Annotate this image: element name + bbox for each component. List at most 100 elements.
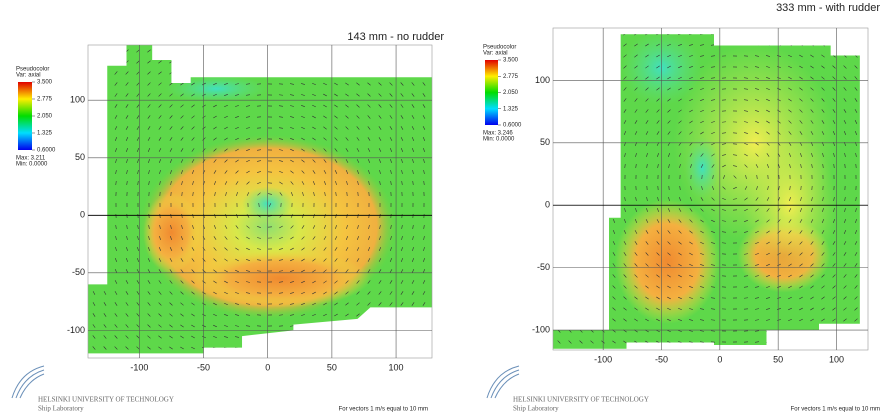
vector — [136, 302, 140, 306]
vector — [635, 163, 637, 169]
vector — [278, 281, 284, 283]
vector — [367, 115, 371, 119]
vector — [743, 286, 749, 288]
vector — [367, 148, 371, 152]
vector — [400, 291, 404, 295]
vector — [379, 180, 381, 186]
vector — [356, 258, 360, 262]
vector — [401, 235, 403, 241]
vector — [300, 72, 306, 74]
vector — [169, 313, 173, 317]
vector — [312, 126, 316, 130]
vector — [657, 153, 659, 157]
vector — [557, 318, 561, 322]
colorbar-label: 3.500 — [503, 58, 519, 64]
vector — [688, 44, 694, 46]
vector — [777, 34, 781, 35]
vector — [136, 49, 140, 53]
vector — [323, 225, 327, 229]
vector — [213, 61, 217, 63]
vector — [180, 104, 184, 108]
vector — [289, 72, 295, 74]
vector — [300, 347, 306, 349]
vector — [181, 224, 183, 230]
vector — [710, 99, 716, 101]
vector — [235, 269, 239, 273]
legend-variable: Var: axial — [483, 51, 508, 57]
vector — [256, 171, 262, 173]
vector — [148, 235, 150, 241]
vector — [700, 153, 704, 157]
vector — [92, 60, 96, 64]
vector — [422, 126, 426, 130]
vector — [93, 258, 95, 262]
vector — [356, 291, 360, 295]
vector — [136, 115, 140, 119]
vector — [323, 126, 327, 130]
vector — [412, 247, 414, 251]
vector — [755, 219, 759, 223]
vector — [378, 82, 382, 86]
vector — [125, 104, 129, 108]
vector — [400, 324, 404, 328]
vector — [733, 175, 737, 179]
vector — [843, 120, 847, 124]
vector — [558, 218, 560, 224]
vector — [235, 214, 239, 218]
vector — [104, 224, 106, 230]
vector — [690, 164, 692, 168]
vector — [623, 131, 627, 135]
colorbar-label: 3.500 — [37, 80, 53, 86]
vector — [312, 159, 316, 163]
vector — [579, 318, 583, 322]
vector — [224, 83, 228, 85]
vector — [245, 270, 251, 272]
vector — [854, 263, 858, 267]
vector — [843, 34, 847, 36]
vector — [656, 219, 660, 223]
vector — [623, 54, 627, 58]
vector — [213, 170, 217, 174]
vector — [389, 71, 393, 75]
vector — [667, 120, 671, 124]
vector — [766, 286, 770, 288]
vector — [558, 241, 560, 245]
vector — [412, 148, 414, 152]
vector — [301, 236, 305, 240]
vector — [400, 126, 404, 130]
x-tick-label: 0 — [717, 354, 722, 364]
vector — [389, 93, 393, 97]
vector — [777, 330, 781, 332]
vector — [400, 280, 404, 284]
vector — [822, 163, 824, 169]
vector — [612, 285, 616, 289]
vector — [126, 247, 128, 251]
vector — [678, 54, 682, 58]
vector — [158, 247, 162, 251]
vector — [799, 208, 803, 212]
vector — [689, 109, 693, 113]
vector — [624, 163, 626, 169]
vector — [136, 82, 140, 86]
vector — [411, 324, 415, 328]
vector — [335, 180, 337, 186]
vector — [832, 131, 836, 135]
vector — [788, 274, 792, 278]
vector — [810, 34, 814, 36]
vector — [246, 181, 250, 185]
vector — [788, 120, 792, 124]
vector — [568, 65, 572, 69]
vector — [191, 159, 195, 163]
vector — [191, 126, 195, 130]
vector — [579, 307, 583, 311]
vector — [367, 302, 371, 306]
vector — [579, 296, 583, 300]
vector — [678, 87, 682, 91]
vector — [866, 109, 868, 113]
vector — [302, 191, 304, 197]
vector — [278, 270, 284, 272]
vector — [843, 241, 847, 245]
vector — [126, 235, 128, 241]
vector — [289, 105, 295, 107]
vector — [137, 247, 139, 251]
